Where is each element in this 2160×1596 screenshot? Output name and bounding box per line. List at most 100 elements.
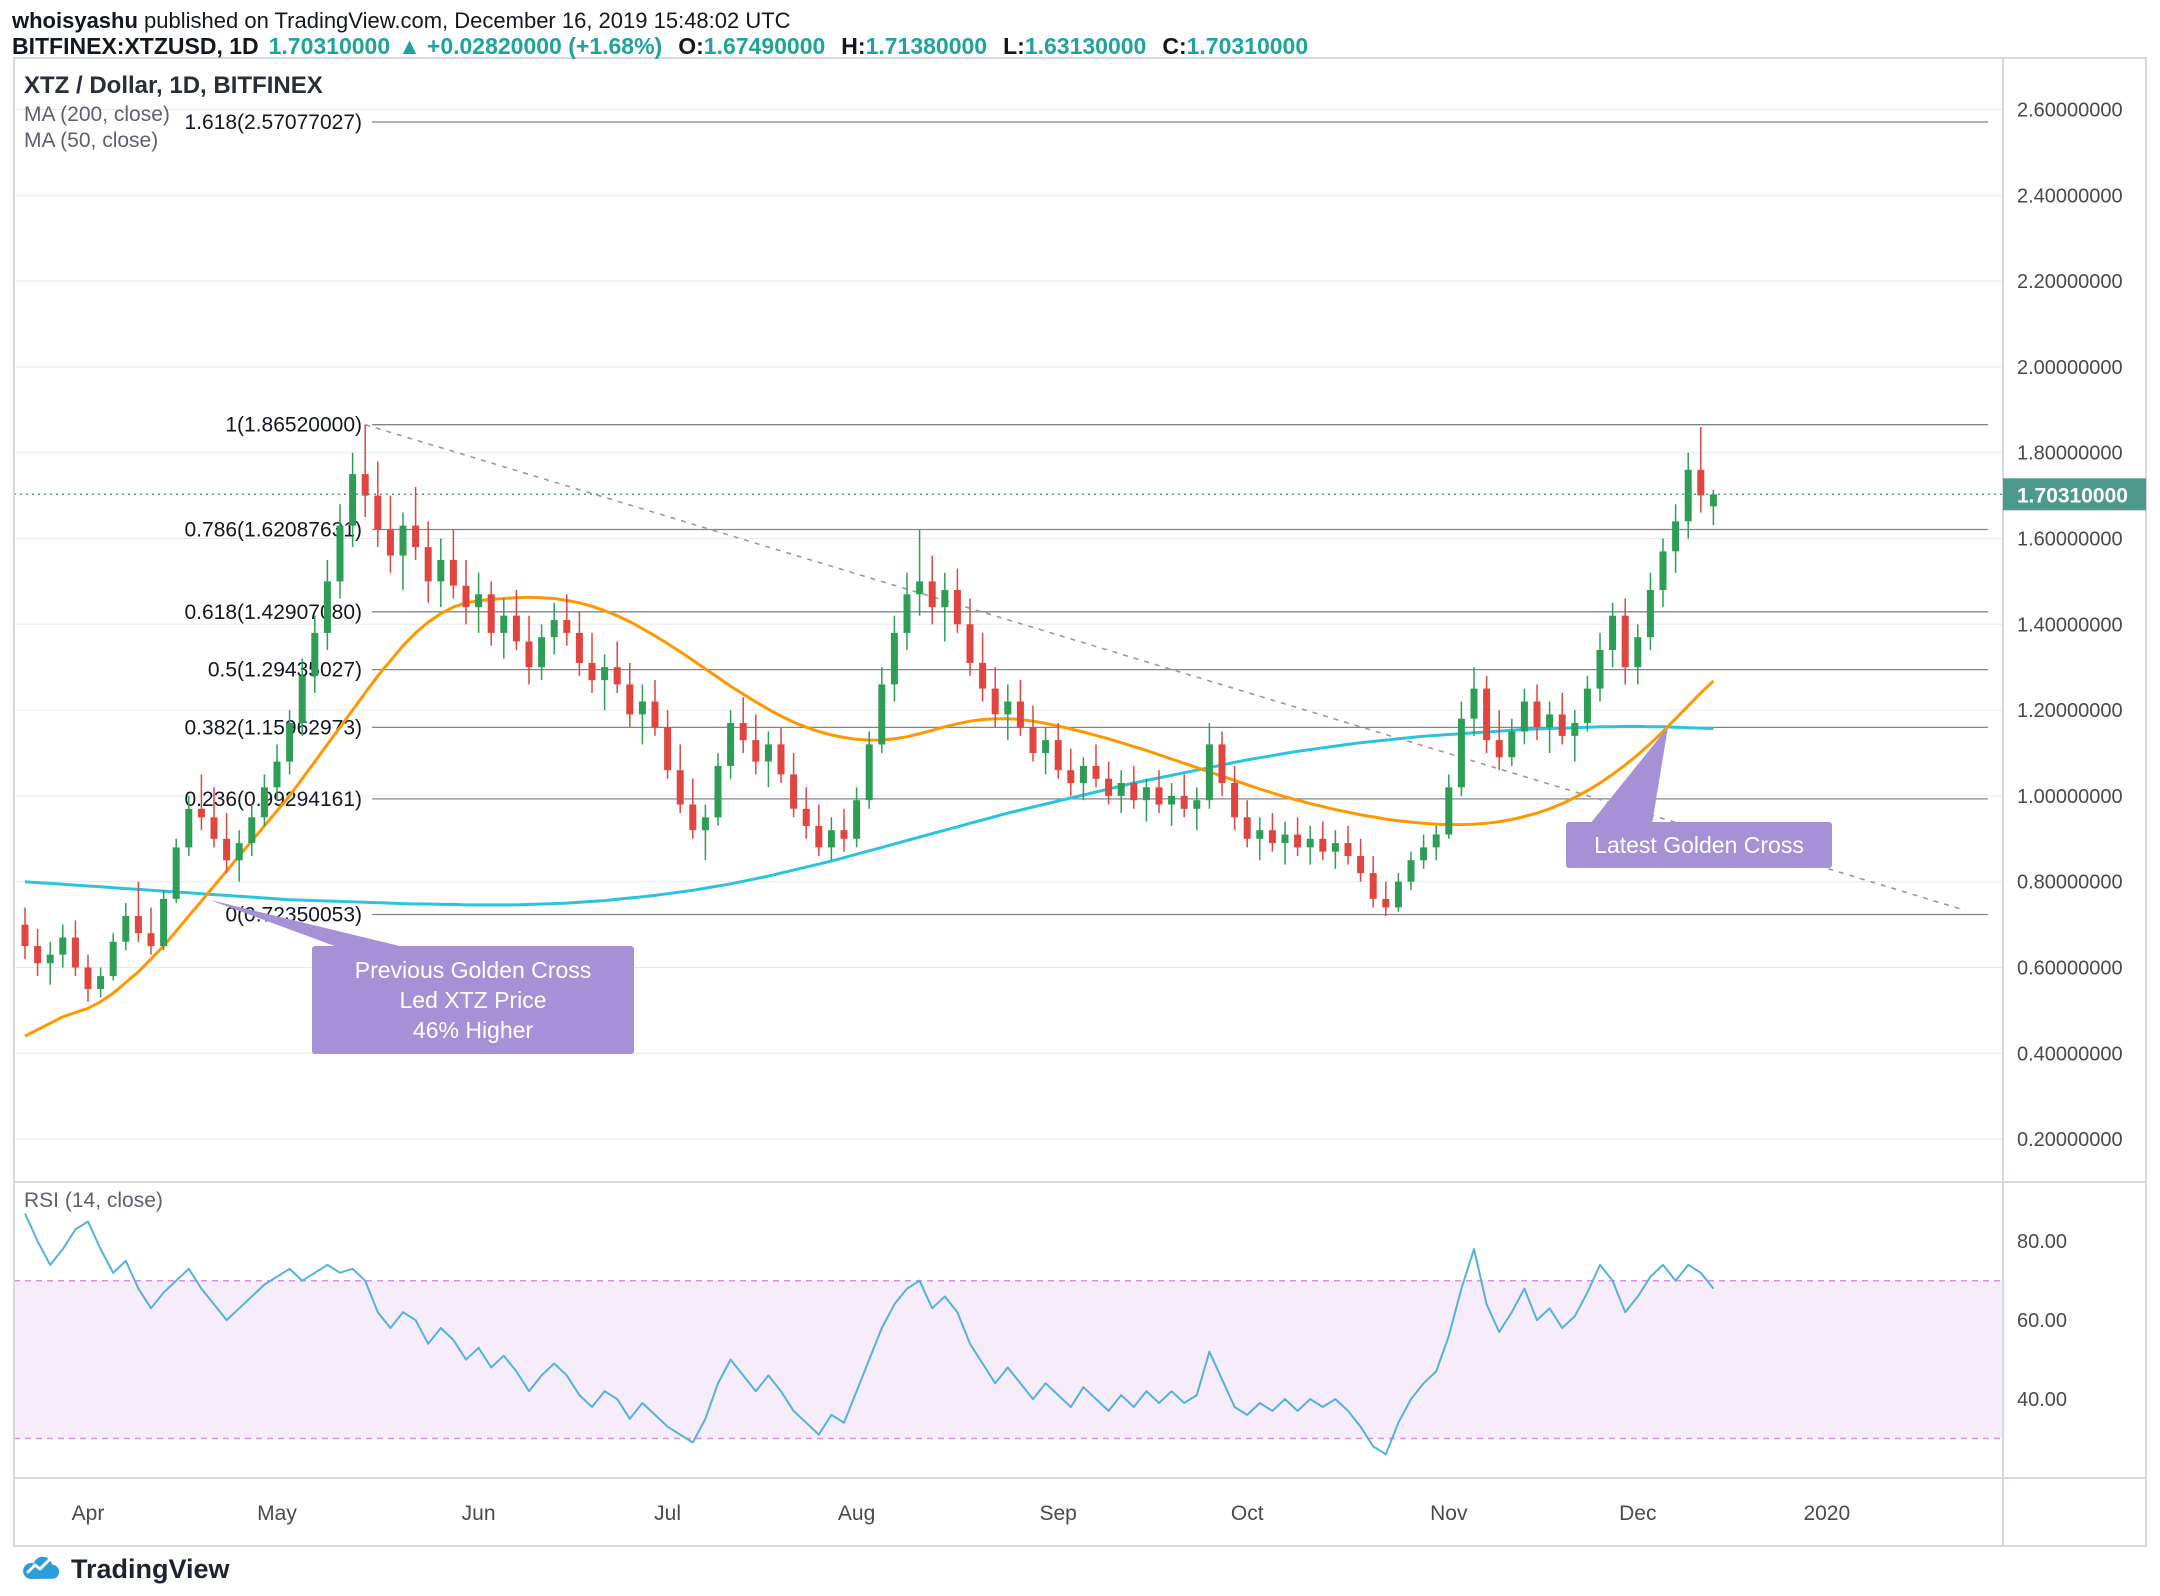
- candle-body: [575, 632, 583, 663]
- candle-body: [638, 701, 646, 715]
- candle-body: [1609, 615, 1617, 650]
- publish-info: whoisyashu published on TradingView.com,…: [12, 8, 791, 34]
- time-scale[interactable]: Apr May Jun Jul Aug Sep Oct Nov Dec 2020: [72, 1502, 1851, 1525]
- candle-body: [1319, 838, 1327, 852]
- candle-body: [500, 615, 508, 633]
- candle-body: [1231, 783, 1239, 818]
- candle-body: [1205, 744, 1213, 801]
- candle-body: [449, 559, 457, 586]
- candle-body: [1583, 688, 1591, 723]
- candle-body: [1168, 795, 1176, 805]
- price-tick-label: 0.20000000: [2017, 1129, 2123, 1151]
- candle-body: [1445, 787, 1453, 835]
- candles-layer[interactable]: [21, 424, 1717, 1002]
- candle-body: [134, 916, 142, 934]
- candle-body: [34, 946, 42, 964]
- candle-body: [298, 675, 306, 723]
- candle-body: [991, 688, 999, 715]
- candle-body: [651, 701, 659, 728]
- candle-body: [1596, 650, 1604, 689]
- price-tick-label: 1.80000000: [2017, 443, 2123, 465]
- rsi-legend[interactable]: RSI (14, close): [24, 1189, 163, 1212]
- fib-retracement[interactable]: 1.618(2.57077027) 1(1.86520000) 0.786(1.62…: [185, 111, 1989, 927]
- close-label: C:: [1162, 33, 1187, 59]
- candle-body: [941, 590, 949, 608]
- candle-body: [97, 976, 105, 989]
- candle-body: [676, 770, 684, 805]
- ma200-line[interactable]: [24, 724, 1714, 907]
- candle-body: [185, 808, 193, 848]
- candle-body: [1697, 469, 1705, 496]
- candle-body: [727, 723, 735, 766]
- price-scale[interactable]: 2.60000000 2.40000000 2.20000000 2.00000000…: [2017, 100, 2123, 1412]
- candle-body: [1470, 688, 1478, 719]
- candle-body: [626, 684, 634, 715]
- time-tick-label: Jul: [654, 1502, 681, 1525]
- candle-body: [122, 916, 130, 942]
- price-change: +0.02820000 (+1.68%): [426, 33, 663, 59]
- low-value: 1.63130000: [1024, 33, 1147, 59]
- high-value: 1.71380000: [865, 33, 988, 59]
- candle-body: [815, 825, 823, 848]
- candle-body: [1407, 860, 1415, 882]
- candle-body: [1079, 765, 1087, 784]
- candle-body: [1432, 834, 1440, 848]
- candle-body: [1067, 770, 1075, 784]
- latest-golden-cross-text: Latest Golden Cross: [1594, 832, 1804, 858]
- time-tick-label: Apr: [72, 1502, 105, 1525]
- candle-body: [147, 933, 155, 947]
- candle-body: [1659, 551, 1667, 590]
- open-value: 1.67490000: [703, 33, 826, 59]
- ma50-legend[interactable]: MA (50, close): [24, 129, 159, 152]
- rsi-line[interactable]: [24, 1213, 1715, 1456]
- candle-body: [1054, 740, 1062, 771]
- price-tick-label: 0.40000000: [2017, 1043, 2123, 1065]
- fib-label: 0(0.72350053): [225, 904, 362, 927]
- candle-body: [1634, 637, 1642, 668]
- time-tick-label: Nov: [1430, 1502, 1468, 1525]
- candle-body: [1672, 521, 1680, 552]
- candle-body: [412, 525, 420, 548]
- candle-body: [1029, 727, 1037, 753]
- candle-body: [1268, 830, 1276, 844]
- fib-label: 1.618(2.57077027): [185, 111, 363, 134]
- candle-body: [109, 941, 117, 977]
- fib-label: 0.382(1.15962973): [185, 716, 363, 739]
- tradingview-brand-text: TradingView: [71, 1554, 230, 1584]
- candle-body: [1457, 718, 1465, 788]
- candle-body: [386, 529, 394, 556]
- candle-body: [336, 525, 344, 582]
- candle-body: [790, 774, 798, 809]
- previous-golden-cross-callout[interactable]: Previous Golden Cross Led XTZ Price 46% …: [312, 946, 634, 1054]
- candle-body: [550, 620, 558, 638]
- candle-body: [777, 744, 785, 775]
- candle-body: [1142, 787, 1150, 801]
- tradingview-footer[interactable]: TradingView: [20, 1552, 230, 1587]
- candle-body: [1684, 469, 1692, 522]
- candle-body: [1420, 847, 1428, 861]
- candle-body: [323, 581, 331, 633]
- candle-body: [311, 632, 319, 676]
- candle-body: [197, 808, 205, 818]
- candle-body: [1306, 838, 1314, 848]
- candle-body: [1558, 714, 1566, 736]
- ma200-legend[interactable]: MA (200, close): [24, 103, 170, 126]
- fib-label: 0.236(0.99294161): [185, 788, 363, 811]
- time-tick-label: 2020: [1803, 1502, 1850, 1525]
- open-label: O:: [678, 33, 704, 59]
- candle-body: [1646, 590, 1654, 638]
- price-tick-label: 2.20000000: [2017, 271, 2123, 293]
- candle-body: [273, 761, 281, 788]
- rsi-tick-label: 80.00: [2017, 1231, 2067, 1253]
- chart-title: XTZ / Dollar, 1D, BITFINEX: [24, 72, 323, 99]
- candle-body: [689, 804, 697, 831]
- candle-body: [664, 727, 672, 771]
- trendline[interactable]: [364, 423, 1966, 912]
- candle-body: [1256, 830, 1264, 839]
- candle-body: [1394, 881, 1402, 908]
- candle-body: [953, 590, 961, 625]
- candle-body: [1369, 873, 1377, 899]
- previous-callout-line3: 46% Higher: [412, 1017, 534, 1043]
- latest-golden-cross-callout[interactable]: Latest Golden Cross: [1566, 822, 1832, 868]
